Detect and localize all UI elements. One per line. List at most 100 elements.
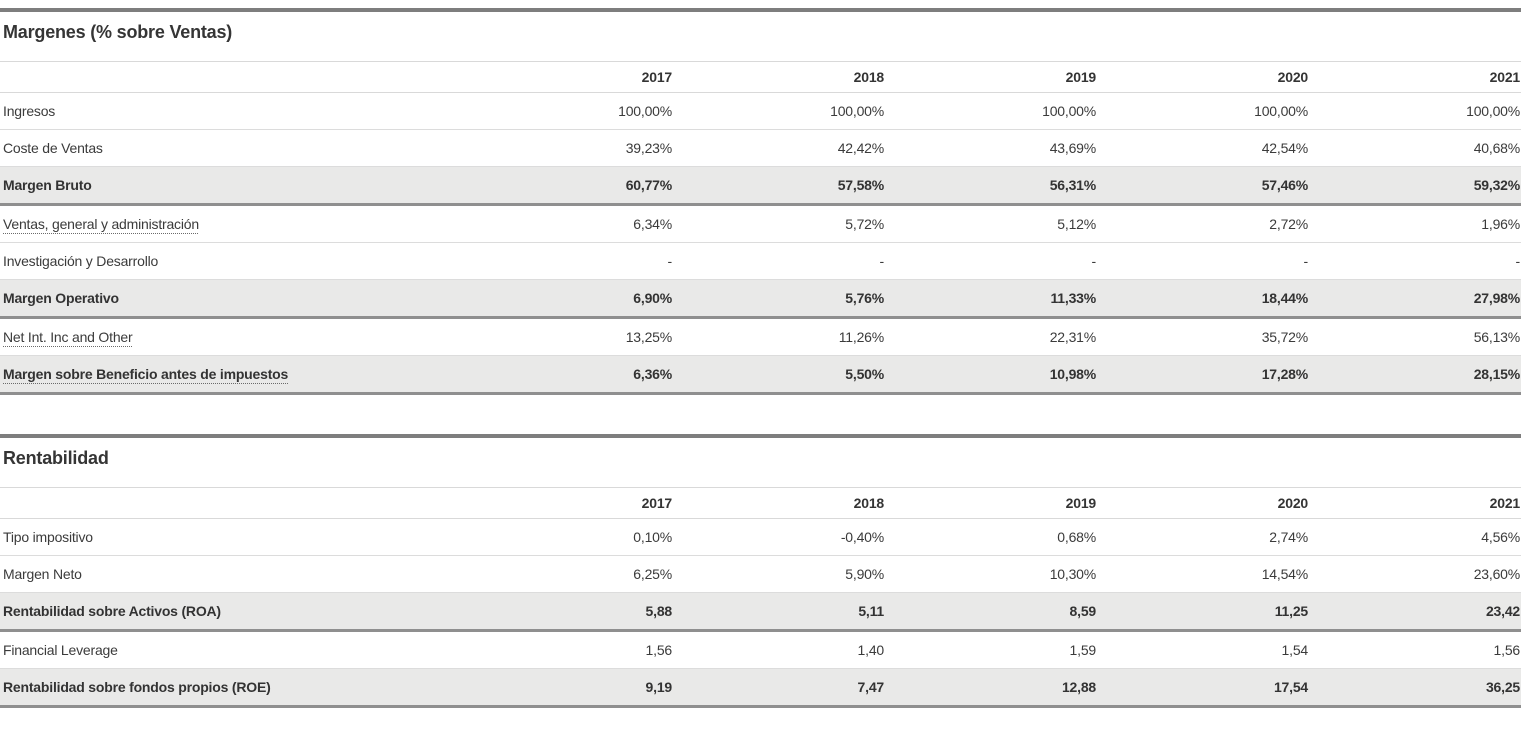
year-header: 2019 — [885, 487, 1097, 519]
cell-value: 60,77% — [461, 166, 673, 206]
row-label: Financial Leverage — [3, 642, 118, 658]
cell-value: 0,68% — [885, 518, 1097, 556]
cell-value: 35,72% — [1097, 317, 1309, 356]
table-row: Ingresos 100,00% 100,00% 100,00% 100,00% 100,… — [0, 92, 1521, 130]
row-label-cell: Rentabilidad sobre Activos (ROA) — [0, 592, 461, 632]
row-label-cell: Rentabilidad sobre fondos propios (ROE) — [0, 668, 461, 708]
cell-value: 100,00% — [673, 92, 885, 130]
cell-value: - — [673, 242, 885, 280]
cell-value: 5,88 — [461, 592, 673, 632]
cell-value: 18,44% — [1097, 279, 1309, 319]
section-top-rule — [0, 434, 1521, 438]
cell-value: 6,36% — [461, 355, 673, 395]
cell-value: 5,11 — [673, 592, 885, 632]
cell-value: - — [1309, 242, 1521, 280]
year-header: 2017 — [461, 61, 673, 93]
row-label: Margen Neto — [3, 566, 82, 582]
row-label[interactable]: Ventas, general y administración — [3, 216, 199, 232]
cell-value: 1,96% — [1309, 204, 1521, 243]
cell-value: 0,10% — [461, 518, 673, 556]
row-label-cell: Margen Operativo — [0, 279, 461, 319]
row-label-cell: Ingresos — [0, 92, 461, 130]
row-label: Coste de Ventas — [3, 140, 103, 156]
cell-value: 9,19 — [461, 668, 673, 708]
row-label-cell: Ventas, general y administración — [0, 204, 461, 243]
cell-value: - — [461, 242, 673, 280]
cell-value: 10,98% — [885, 355, 1097, 395]
year-header: 2018 — [673, 487, 885, 519]
cell-value: 100,00% — [461, 92, 673, 130]
cell-value: 11,26% — [673, 317, 885, 356]
cell-value: 43,69% — [885, 129, 1097, 167]
cell-value: 39,23% — [461, 129, 673, 167]
cell-value: 11,25 — [1097, 592, 1309, 632]
row-label: Rentabilidad sobre Activos (ROA) — [3, 603, 221, 619]
table-row: Rentabilidad sobre Activos (ROA) 5,88 5,11… — [0, 592, 1521, 632]
cell-value: 27,98% — [1309, 279, 1521, 319]
cell-value: 59,32% — [1309, 166, 1521, 206]
rentabilidad-table: 2017 2018 2019 2020 2021 Tipo impositivo 0,10%… — [0, 487, 1521, 708]
cell-value: 1,54 — [1097, 630, 1309, 669]
table-row: Margen sobre Beneficio antes de impuesto… — [0, 355, 1521, 395]
row-label[interactable]: Net Int. Inc and Other — [3, 329, 133, 345]
year-header: 2021 — [1309, 487, 1521, 519]
row-label-cell: Margen sobre Beneficio antes de impuesto… — [0, 355, 461, 395]
row-label-cell: Margen Neto — [0, 555, 461, 593]
cell-value: 11,33% — [885, 279, 1097, 319]
cell-value: 6,25% — [461, 555, 673, 593]
row-label-cell: Net Int. Inc and Other — [0, 317, 461, 356]
empty-header-cell — [0, 487, 461, 519]
cell-value: 100,00% — [1097, 92, 1309, 130]
cell-value: 2,74% — [1097, 518, 1309, 556]
cell-value: 1,56 — [461, 630, 673, 669]
cell-value: 100,00% — [1309, 92, 1521, 130]
table-row: Tipo impositivo 0,10% -0,40% 0,68% 2,74% 4,56… — [0, 518, 1521, 556]
row-label: Margen Bruto — [3, 177, 92, 193]
cell-value: 40,68% — [1309, 129, 1521, 167]
row-label-cell: Financial Leverage — [0, 630, 461, 669]
year-header: 2020 — [1097, 487, 1309, 519]
cell-value: 22,31% — [885, 317, 1097, 356]
year-header-row: 2017 2018 2019 2020 2021 — [0, 487, 1521, 519]
empty-header-cell — [0, 61, 461, 93]
cell-value: 17,28% — [1097, 355, 1309, 395]
cell-value: 5,72% — [673, 204, 885, 243]
cell-value: 36,25 — [1309, 668, 1521, 708]
section-title-rentabilidad: Rentabilidad — [3, 448, 109, 468]
cell-value: - — [885, 242, 1097, 280]
cell-value: 28,15% — [1309, 355, 1521, 395]
cell-value: 5,90% — [673, 555, 885, 593]
cell-value: 42,54% — [1097, 129, 1309, 167]
table-row: Investigación y Desarrollo - - - - - — [0, 242, 1521, 280]
cell-value: - — [1097, 242, 1309, 280]
row-label: Investigación y Desarrollo — [3, 253, 159, 269]
table-row: Rentabilidad sobre fondos propios (ROE) 9… — [0, 668, 1521, 708]
cell-value: 5,76% — [673, 279, 885, 319]
cell-value: 1,59 — [885, 630, 1097, 669]
cell-value: 1,40 — [673, 630, 885, 669]
cell-value: 6,90% — [461, 279, 673, 319]
row-label-cell: Coste de Ventas — [0, 129, 461, 167]
table-row: Financial Leverage 1,56 1,40 1,59 1,54 1,56 — [0, 630, 1521, 669]
row-label-cell: Margen Bruto — [0, 166, 461, 206]
cell-value: -0,40% — [673, 518, 885, 556]
cell-value: 2,72% — [1097, 204, 1309, 243]
cell-value: 56,31% — [885, 166, 1097, 206]
row-label-cell: Investigación y Desarrollo — [0, 242, 461, 280]
year-header: 2018 — [673, 61, 885, 93]
cell-value: 17,54 — [1097, 668, 1309, 708]
year-header: 2019 — [885, 61, 1097, 93]
table-row: Margen Neto 6,25% 5,90% 10,30% 14,54% 23,60% — [0, 555, 1521, 593]
section-margenes: Margenes (% sobre Ventas) 2017 2018 2019 20… — [0, 8, 1521, 395]
cell-value: 12,88 — [885, 668, 1097, 708]
row-label[interactable]: Margen sobre Beneficio antes de impuesto… — [3, 366, 289, 382]
row-label: Ingresos — [3, 103, 56, 119]
section-top-rule — [0, 8, 1521, 12]
year-header-row: 2017 2018 2019 2020 2021 — [0, 61, 1521, 93]
cell-value: 5,12% — [885, 204, 1097, 243]
year-header: 2020 — [1097, 61, 1309, 93]
cell-value: 4,56% — [1309, 518, 1521, 556]
year-header: 2021 — [1309, 61, 1521, 93]
cell-value: 56,13% — [1309, 317, 1521, 356]
